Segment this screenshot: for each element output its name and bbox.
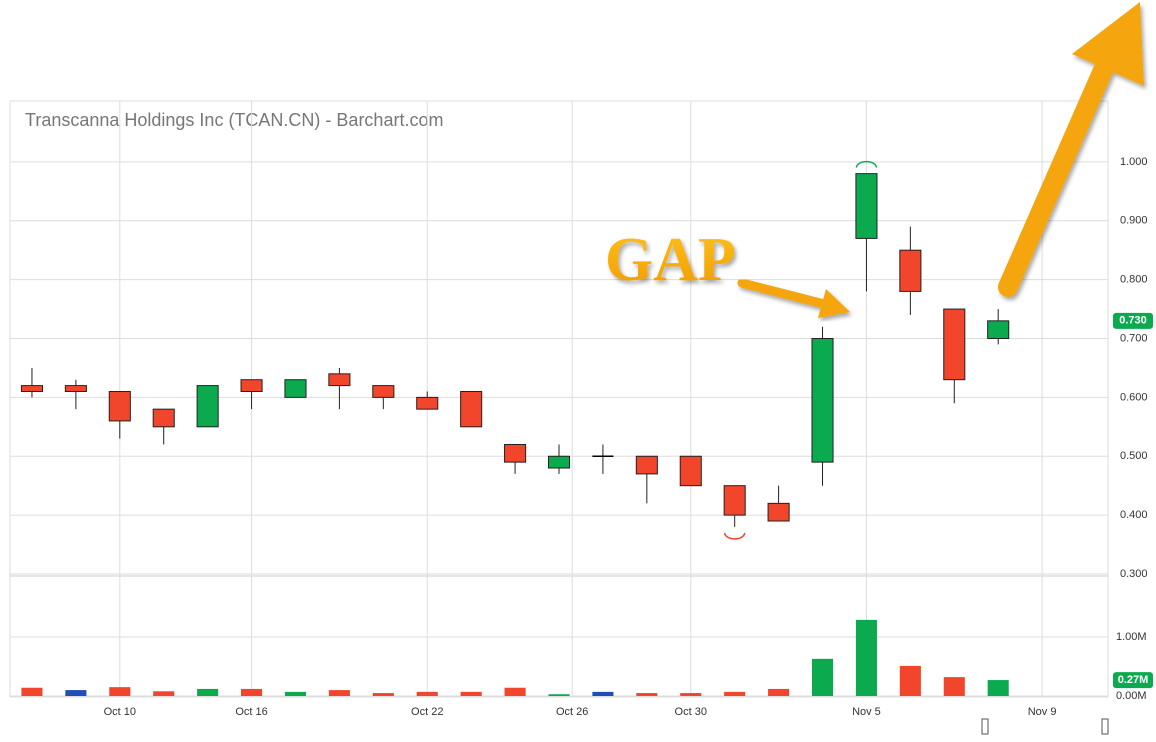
y2-tick-label: 0.00M: [1116, 690, 1147, 702]
candle-body: [64, 385, 87, 392]
candle-body: [284, 379, 307, 398]
x-tick-label: Oct 10: [104, 706, 136, 718]
volume-bar: [109, 687, 131, 696]
volume-bar: [197, 688, 219, 696]
volume-bar: [899, 665, 921, 696]
volume-bar: [328, 690, 350, 696]
y-tick-label: 0.500: [1120, 450, 1148, 462]
volume-bar: [811, 658, 834, 696]
y-tick-label: 1.000: [1120, 156, 1148, 168]
candle-body: [723, 485, 746, 516]
candle-body: [460, 390, 483, 428]
y-tick-label: 0.700: [1120, 332, 1148, 344]
volume-bar: [636, 693, 658, 696]
y2-tick-label: 1.00M: [1116, 631, 1147, 643]
candle-body: [20, 385, 44, 392]
annotation-text: GAP: [605, 226, 736, 294]
x-tick-label: Oct 16: [235, 706, 267, 718]
x-tick-label: Oct 26: [556, 706, 588, 718]
candle-body: [372, 385, 395, 398]
scroll-handle[interactable]: [1101, 718, 1109, 735]
high-marker: [855, 160, 878, 168]
candle-body: [547, 455, 571, 469]
volume-bar: [943, 677, 965, 696]
y-tick-label: 0.900: [1120, 215, 1148, 227]
volume-bar: [855, 619, 877, 696]
volume-bar: [680, 693, 702, 696]
x-tick-label: Oct 30: [675, 706, 707, 718]
trend-arrow: [998, 2, 1144, 297]
plot: Oct 10 Oct 16 Oct 22 Oct 26 Oct 30 Nov 5 Nov 9…: [10, 101, 1153, 718]
volume-bar: [153, 691, 175, 696]
candle-body: [679, 455, 702, 487]
last-value-box: [1113, 312, 1153, 329]
candle-body: [811, 338, 834, 463]
volume-bar: [548, 694, 570, 696]
volume-bar: [284, 691, 307, 696]
candle-body: [416, 396, 439, 410]
volume-bar: [768, 688, 790, 696]
volume-bar: [21, 687, 43, 696]
volume-bar: [372, 693, 394, 696]
chart-title: Transcanna Holdings Inc (TCAN.CN) - Barc…: [25, 110, 443, 130]
candle-body: [987, 320, 1010, 339]
volume-bar: [241, 688, 263, 696]
volume-bar: [460, 691, 482, 696]
last-value-box: [1113, 672, 1153, 689]
volume-bar: [724, 691, 746, 696]
low-marker: [723, 532, 746, 540]
x-tick-label: Oct 22: [411, 706, 443, 718]
candle-body: [196, 385, 219, 428]
candle-body: [108, 390, 131, 422]
volume-bar: [592, 691, 614, 696]
candle-body: [328, 373, 351, 387]
candle-body: [504, 443, 527, 463]
y-tick-label: 0.600: [1120, 391, 1148, 403]
volume-bar: [504, 687, 526, 696]
volume-bar: [987, 680, 1009, 696]
last-value-label: 0.27M: [1118, 674, 1149, 686]
volume-bar: [65, 690, 87, 696]
candle-body: [635, 455, 658, 475]
gap-arrow: [737, 278, 850, 318]
candle-body: [855, 173, 878, 239]
candle-body: [152, 408, 175, 428]
y-tick-label: 0.300: [1120, 568, 1148, 580]
last-value-label: 0.730: [1119, 315, 1147, 327]
candle-body: [767, 502, 790, 522]
scroll-handle[interactable]: [981, 718, 989, 735]
candle-body: [943, 308, 966, 381]
plot-frame: [9, 100, 1109, 698]
candle-body: [240, 379, 263, 392]
volume-bar: [416, 691, 438, 696]
y-tick-label: 0.400: [1120, 509, 1148, 521]
x-tick-label: Nov 5: [852, 706, 881, 718]
y-tick-label: 0.800: [1120, 274, 1148, 286]
x-tick-label: Nov 9: [1028, 706, 1057, 718]
candle-body: [899, 249, 922, 292]
